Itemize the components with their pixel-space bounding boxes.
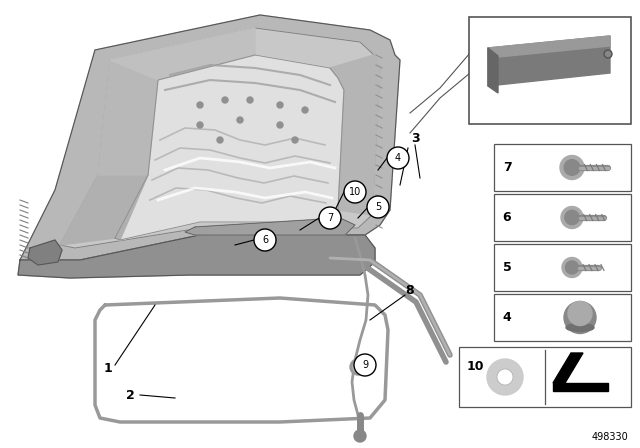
Polygon shape: [60, 28, 380, 248]
Circle shape: [560, 155, 584, 180]
Text: 3: 3: [411, 132, 419, 145]
Circle shape: [568, 302, 592, 326]
Text: 7: 7: [327, 213, 333, 223]
FancyBboxPatch shape: [469, 17, 631, 124]
Text: 2: 2: [125, 388, 134, 401]
Text: 498330: 498330: [591, 432, 628, 442]
Polygon shape: [488, 48, 498, 93]
Text: 5: 5: [502, 261, 511, 274]
Circle shape: [605, 52, 611, 56]
Circle shape: [237, 117, 243, 123]
Text: 10: 10: [467, 359, 484, 372]
Text: 5: 5: [375, 202, 381, 212]
Polygon shape: [60, 175, 148, 245]
FancyBboxPatch shape: [494, 144, 631, 191]
Polygon shape: [488, 36, 610, 58]
Polygon shape: [18, 235, 375, 278]
Circle shape: [197, 102, 203, 108]
Polygon shape: [553, 353, 583, 383]
Circle shape: [561, 207, 583, 228]
Polygon shape: [28, 240, 62, 265]
Circle shape: [354, 354, 376, 376]
Circle shape: [197, 122, 203, 128]
Circle shape: [367, 196, 389, 218]
Text: 1: 1: [104, 362, 113, 375]
Text: 10: 10: [349, 187, 361, 197]
FancyBboxPatch shape: [494, 244, 631, 291]
Circle shape: [353, 362, 363, 372]
Circle shape: [302, 107, 308, 113]
Polygon shape: [110, 28, 255, 80]
Text: 9: 9: [362, 360, 368, 370]
Circle shape: [604, 50, 612, 58]
Circle shape: [247, 97, 253, 103]
Circle shape: [562, 258, 582, 277]
Circle shape: [564, 302, 596, 333]
Circle shape: [387, 147, 409, 169]
Text: 6: 6: [262, 235, 268, 245]
Circle shape: [350, 359, 366, 375]
Circle shape: [566, 261, 579, 274]
Polygon shape: [115, 55, 344, 240]
Circle shape: [564, 159, 580, 175]
Polygon shape: [185, 218, 355, 235]
Polygon shape: [98, 60, 158, 175]
Circle shape: [217, 137, 223, 143]
FancyBboxPatch shape: [494, 294, 631, 341]
Circle shape: [497, 369, 513, 385]
Polygon shape: [488, 36, 610, 86]
Text: 7: 7: [502, 161, 511, 174]
Circle shape: [222, 97, 228, 103]
Polygon shape: [553, 383, 608, 391]
Text: 8: 8: [406, 284, 414, 297]
Circle shape: [292, 137, 298, 143]
Circle shape: [354, 430, 366, 442]
Circle shape: [254, 229, 276, 251]
Ellipse shape: [566, 323, 594, 332]
Polygon shape: [330, 55, 380, 215]
Circle shape: [565, 211, 579, 224]
Text: 4: 4: [395, 153, 401, 163]
FancyBboxPatch shape: [494, 194, 631, 241]
Text: 4: 4: [502, 311, 511, 324]
Circle shape: [277, 122, 283, 128]
Text: 6: 6: [502, 211, 511, 224]
FancyBboxPatch shape: [459, 347, 631, 407]
Circle shape: [277, 102, 283, 108]
Circle shape: [319, 207, 341, 229]
Polygon shape: [20, 15, 400, 260]
Circle shape: [487, 359, 523, 395]
Circle shape: [344, 181, 366, 203]
